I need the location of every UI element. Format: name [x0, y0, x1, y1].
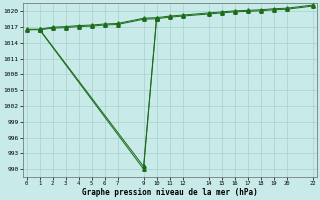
X-axis label: Graphe pression niveau de la mer (hPa): Graphe pression niveau de la mer (hPa) [82, 188, 258, 197]
